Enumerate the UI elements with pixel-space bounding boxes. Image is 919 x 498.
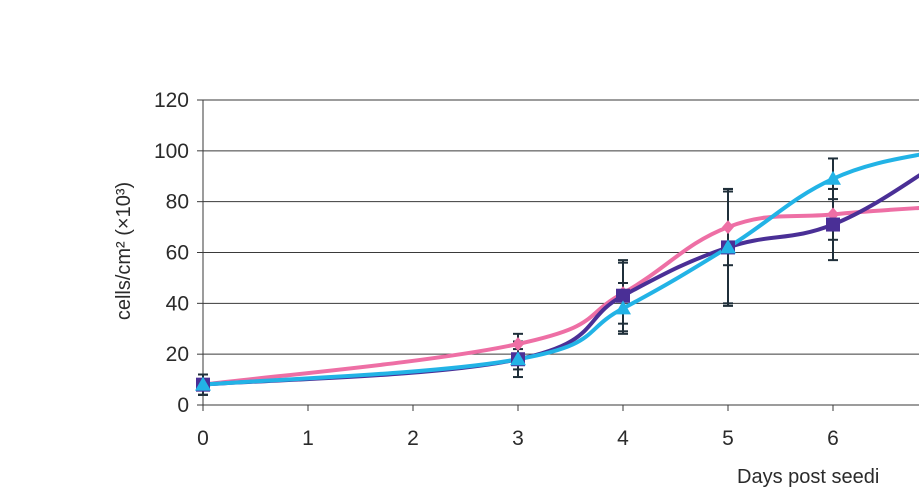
y-tick-label: 120 (154, 89, 189, 112)
x-tick-label: 5 (722, 427, 734, 450)
x-tick-label: 6 (827, 427, 839, 450)
data-point-square (616, 288, 630, 303)
y-tick-label: 20 (166, 343, 189, 366)
y-tick-label: 80 (166, 191, 189, 214)
y-tick-label: 0 (177, 394, 189, 417)
y-tick-label: 60 (166, 242, 189, 265)
y-tick-label: 100 (154, 140, 189, 163)
data-point-triangle (615, 300, 631, 315)
series-markers (195, 170, 841, 392)
axes (197, 99, 919, 411)
error-bars (198, 157, 838, 396)
data-point-triangle (825, 170, 841, 185)
x-axis-title: Days post seedi (737, 466, 879, 488)
data-point-triangle (720, 239, 736, 254)
tick-labels: 0 20 40 60 80 100 120 0 1 2 3 4 5 6 (154, 89, 839, 450)
x-tick-label: 4 (617, 427, 629, 450)
x-tick-label: 1 (302, 427, 314, 450)
y-axis-title: cells/cm² (×10³) (113, 182, 135, 320)
data-point-diamond (722, 220, 734, 235)
grid-lines (203, 99, 919, 355)
data-point-square (826, 217, 840, 232)
x-tick-label: 2 (407, 427, 419, 450)
series-line-3 (201, 152, 919, 387)
x-tick-label: 3 (512, 427, 524, 450)
data-point-triangle (510, 351, 526, 366)
series-line-2 (201, 173, 919, 387)
data-point-diamond (512, 337, 524, 351)
series-lines (201, 152, 919, 387)
y-tick-label: 40 (166, 292, 189, 315)
data-point-triangle (195, 376, 211, 391)
x-tick-label: 0 (197, 427, 209, 450)
